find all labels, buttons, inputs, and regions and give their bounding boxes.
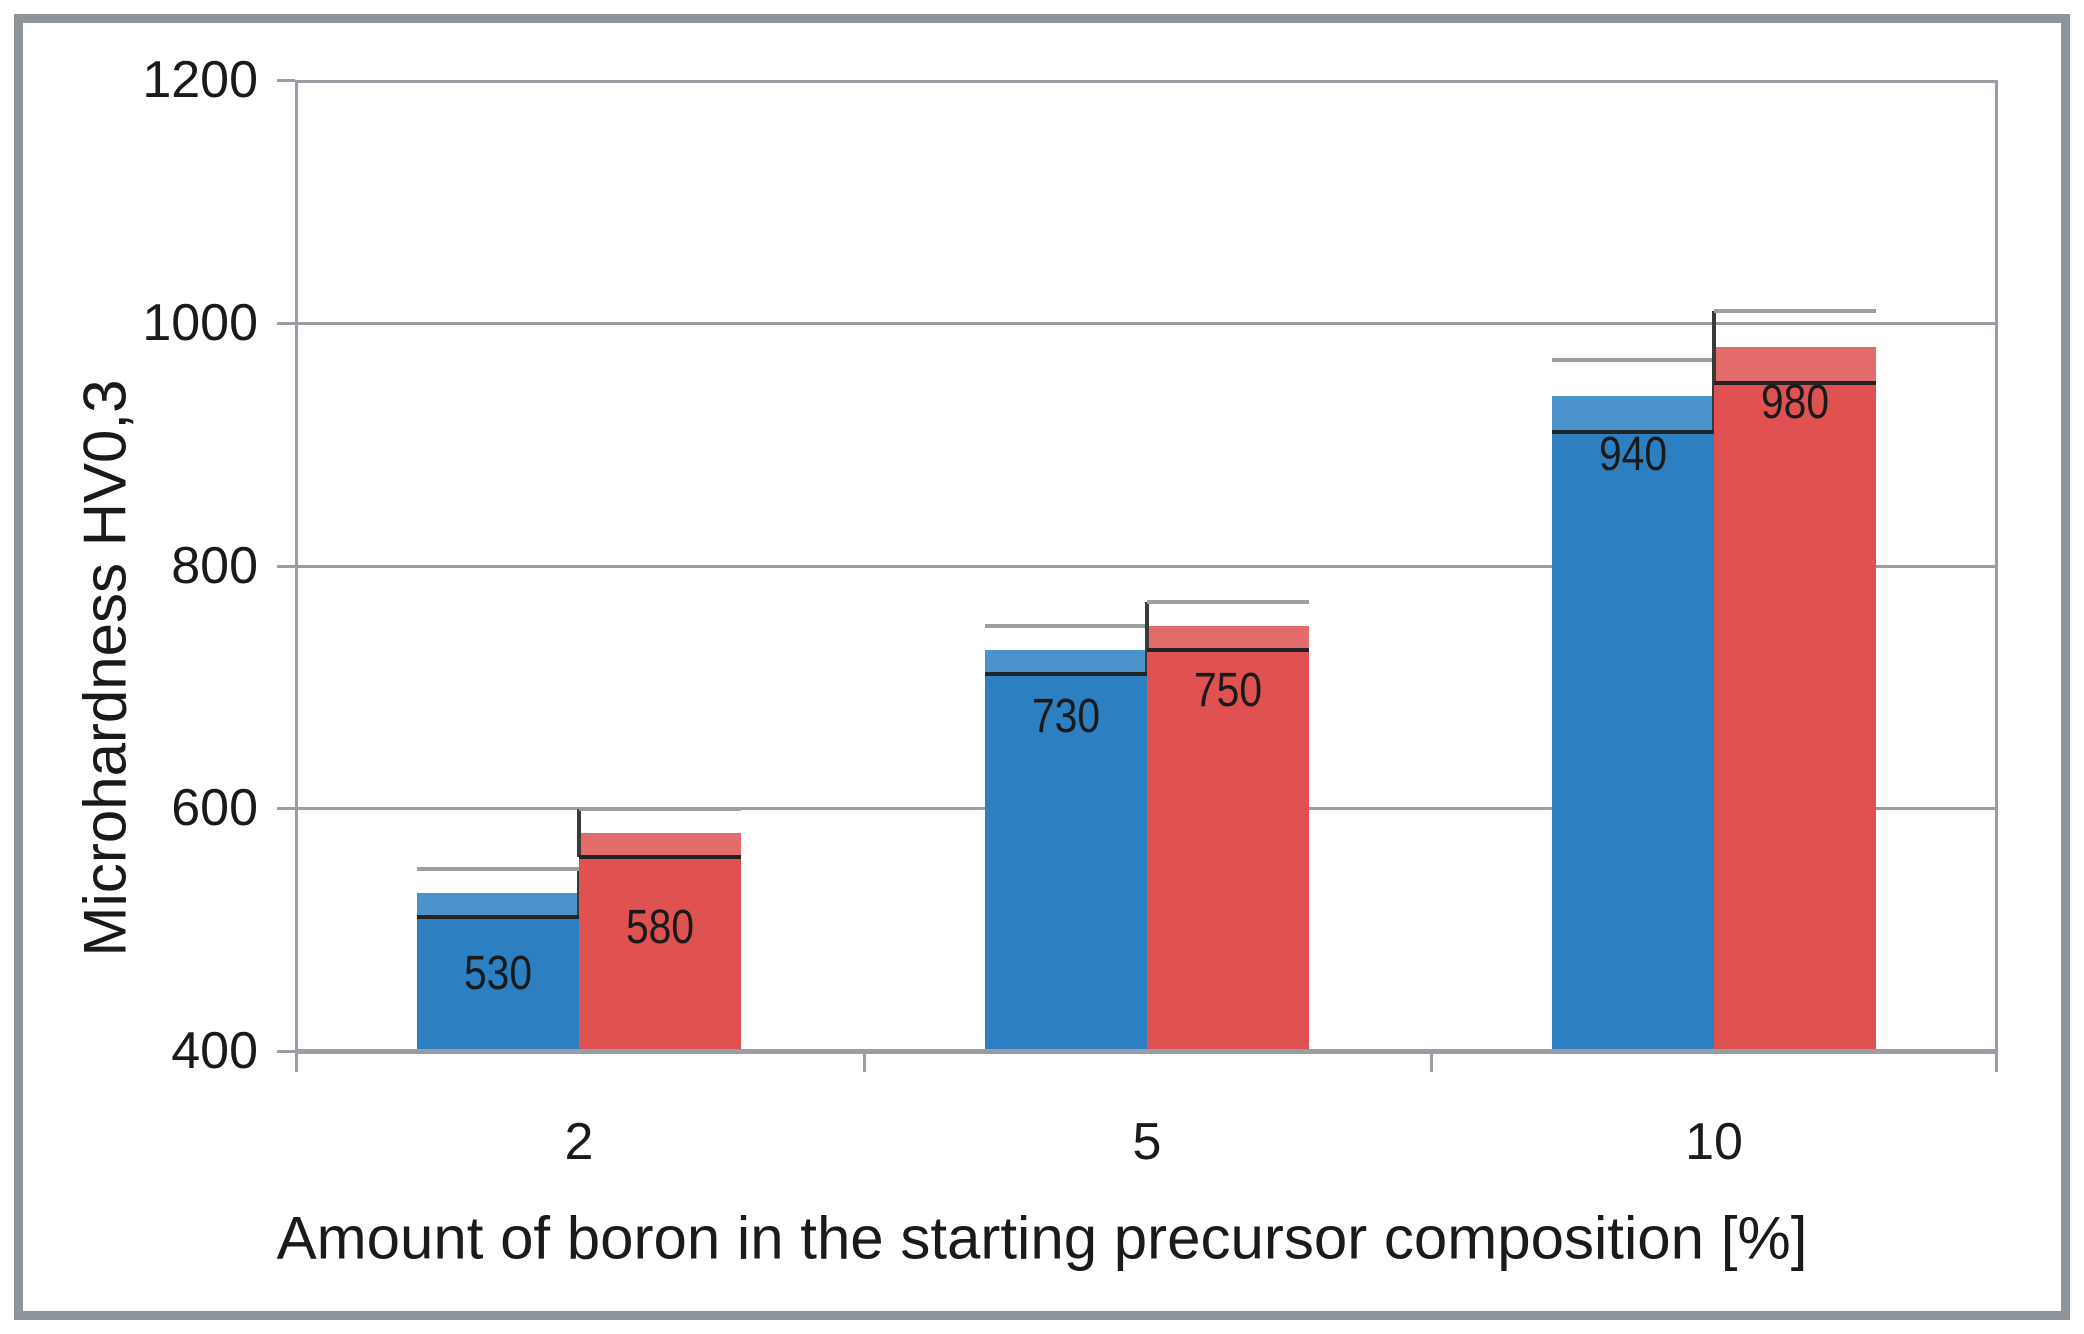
bar-series-1-cat-10 (1552, 396, 1714, 1051)
error-cap-top-series-1-cat-10 (1552, 358, 1714, 362)
error-cap-bottom-series-2-cat-10 (1714, 381, 1876, 385)
error-cap-top-series-1-cat-5 (985, 624, 1147, 628)
y-tick-400 (277, 1050, 295, 1053)
bar-highlight-series-2-cat-2 (579, 833, 741, 857)
x-axis-line (295, 1049, 1998, 1054)
error-cap-bottom-series-1-cat-5 (985, 672, 1147, 676)
error-line-series-2-cat-5 (1145, 602, 1149, 650)
y-tick-800 (277, 565, 295, 568)
error-cap-top-series-2-cat-10 (1714, 309, 1876, 313)
plot-border-right (1995, 80, 1998, 1072)
y-tick-label-800: 800 (171, 537, 258, 595)
plot-border-top (295, 80, 1998, 83)
bar-value-label-series-2-cat-5: 750 (1193, 664, 1263, 717)
bar-value-label-series-2-cat-10: 980 (1760, 376, 1830, 429)
y-axis-line (295, 80, 298, 1072)
error-cap-bottom-series-2-cat-2 (579, 855, 741, 859)
bar-highlight-series-1-cat-5 (985, 650, 1147, 674)
bar-series-2-cat-10 (1714, 347, 1876, 1051)
x-tick-boundary-2 (1430, 1052, 1433, 1072)
bar-highlight-series-2-cat-10 (1714, 347, 1876, 383)
error-cap-top-series-2-cat-5 (1147, 600, 1309, 604)
x-category-label-5: 5 (1132, 1113, 1162, 1171)
error-cap-top-series-2-cat-2 (579, 807, 741, 811)
y-axis-title: Microhardness HV0,3 (71, 379, 139, 957)
y-tick-label-400: 400 (171, 1022, 258, 1080)
y-tick-1200 (277, 79, 295, 82)
bar-value-label-series-1-cat-5: 730 (1031, 690, 1101, 743)
error-cap-bottom-series-2-cat-5 (1147, 648, 1309, 652)
error-line-series-2-cat-10 (1712, 311, 1716, 383)
y-tick-1000 (277, 322, 295, 325)
bar-series-1-cat-2 (417, 893, 579, 1051)
error-cap-top-series-1-cat-2 (417, 867, 579, 871)
bar-value-label-series-2-cat-2: 580 (625, 901, 695, 954)
gridline-800 (295, 565, 1998, 568)
bar-value-label-series-1-cat-10: 940 (1598, 428, 1668, 481)
bar-series-2-cat-2 (579, 833, 741, 1051)
bar-value-label-series-1-cat-2: 530 (463, 947, 533, 1000)
y-tick-label-1200: 1200 (142, 51, 258, 109)
y-tick-label-1000: 1000 (142, 294, 258, 352)
x-tick-boundary-1 (863, 1052, 866, 1072)
gridline-1000 (295, 322, 1998, 325)
y-tick-600 (277, 807, 295, 810)
y-tick-label-600: 600 (171, 779, 258, 837)
x-axis-title: Amount of boron in the starting precurso… (276, 1204, 1808, 1272)
error-cap-bottom-series-1-cat-10 (1552, 430, 1714, 434)
bar-highlight-series-2-cat-5 (1147, 626, 1309, 650)
x-category-label-10: 10 (1685, 1113, 1743, 1171)
bar-series-2-cat-5 (1147, 626, 1309, 1051)
error-line-series-2-cat-2 (577, 809, 581, 857)
bar-series-1-cat-5 (985, 650, 1147, 1051)
x-category-label-2: 2 (564, 1113, 594, 1171)
error-cap-bottom-series-1-cat-2 (417, 915, 579, 919)
bar-highlight-series-1-cat-10 (1552, 396, 1714, 432)
bar-highlight-series-1-cat-2 (417, 893, 579, 917)
